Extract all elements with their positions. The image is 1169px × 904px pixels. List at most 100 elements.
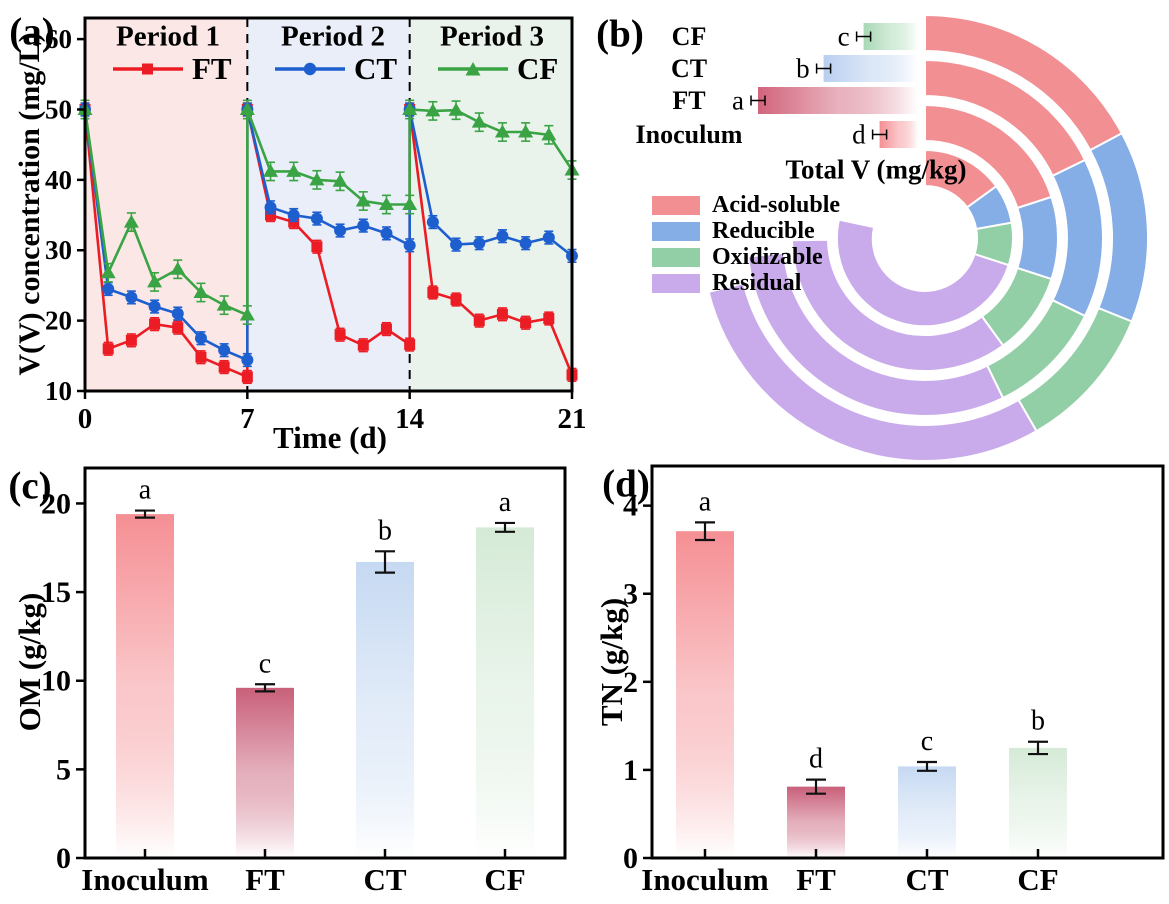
square-marker-icon — [404, 339, 416, 351]
period-1-label: Period 1 — [116, 20, 220, 53]
circle-marker-icon — [357, 219, 370, 232]
panel-d-y-axis-title: TN (g/kg) — [594, 597, 629, 727]
square-marker-icon — [427, 286, 439, 298]
ct-line-circle-marker-icon — [275, 62, 345, 76]
circle-marker-icon — [542, 231, 555, 244]
y-tick-label: 5 — [56, 753, 71, 786]
panel-c-letter: (c) — [8, 464, 52, 508]
x-tick-label: 14 — [395, 403, 424, 435]
total-v-bar-CF — [863, 23, 918, 50]
circle-marker-icon — [264, 201, 277, 214]
fraction-legend: Acid-soluble Reducible Oxidizable Residu… — [652, 192, 840, 296]
acid-soluble-swatch-icon — [652, 196, 700, 215]
square-marker-icon — [334, 329, 346, 341]
category-label-CF: CF — [484, 862, 525, 897]
panel-b-plot: cb a d — [707, 13, 1150, 462]
triangle-marker-icon — [402, 101, 418, 115]
triangle-marker-icon — [286, 163, 302, 177]
triangle-marker-icon — [355, 193, 371, 207]
y-tick-label: 1 — [623, 754, 638, 787]
y-tick-label: 0 — [623, 842, 638, 875]
b-row-label-ct: CT — [670, 54, 708, 83]
series-CF — [77, 99, 580, 325]
circle-marker-icon — [194, 332, 207, 345]
panel-a-y-axis-title: V(V) concentration (mg/L) — [13, 32, 46, 376]
significance-letter-CT: b — [378, 515, 392, 546]
bar-CT — [898, 766, 956, 858]
triangle-marker-icon — [332, 173, 348, 187]
significance-letter-Inoculum: a — [699, 486, 712, 517]
square-marker-icon — [520, 317, 532, 329]
square-marker-icon — [496, 308, 508, 320]
y-tick-label: 15 — [41, 576, 71, 609]
circle-marker-icon — [380, 227, 393, 240]
bar-FT — [787, 786, 845, 858]
legend-label-cf: CF — [517, 51, 559, 86]
bar-Inoculum — [676, 531, 734, 858]
b-row-label-cf: CF — [671, 22, 707, 51]
triangle-marker-icon — [263, 163, 279, 177]
triangle-marker-icon — [239, 307, 255, 321]
triangle-marker-icon — [471, 114, 487, 128]
significance-letter-FT: d — [809, 744, 823, 775]
square-marker-icon — [450, 294, 462, 306]
y-tick-label: 20 — [45, 306, 72, 336]
panel-a-x-axis-title: Time (d) — [273, 420, 387, 455]
circle-marker-icon — [403, 239, 416, 252]
y-tick-label: 0 — [56, 842, 71, 875]
circle-marker-icon — [334, 224, 347, 237]
square-marker-icon — [311, 241, 323, 253]
bar-CF — [476, 527, 534, 858]
panel-d-plot: a Inoculum d FT c CT b CF 0 1 2 3 4 — [623, 464, 1165, 897]
circle-marker-icon — [426, 216, 439, 229]
significance-letter-Inoculum: a — [139, 475, 152, 506]
circle-marker-icon — [450, 238, 463, 251]
cf-line-triangle-marker-icon — [438, 62, 508, 76]
category-label-Inoculum: Inoculum — [641, 862, 769, 897]
triangle-marker-icon — [494, 124, 510, 138]
significance-letter-CF: b — [1031, 706, 1045, 737]
circle-marker-icon — [287, 209, 300, 222]
square-marker-icon — [172, 322, 184, 334]
ring-FT-residual — [790, 238, 1005, 373]
y-tick-label: 30 — [45, 235, 72, 265]
significance-letter-CF: c — [838, 22, 850, 52]
category-label-Inoculum: Inoculum — [81, 862, 209, 897]
square-marker-icon — [125, 334, 137, 346]
circle-marker-icon — [241, 354, 254, 367]
legend-item-residual: Residual — [652, 270, 840, 296]
square-marker-icon — [195, 351, 207, 363]
circle-marker-icon — [171, 307, 184, 320]
panel-a-plot: 10 20 30 40 50 60 0 7 14 21 — [45, 16, 587, 435]
b-row-label-inoculum: Inoculum — [635, 120, 743, 149]
legend-label-oxidizable: Oxidizable — [712, 244, 823, 270]
triangle-marker-icon — [402, 197, 418, 210]
significance-letter-FT: a — [732, 86, 744, 116]
y-tick-label: 60 — [45, 24, 72, 54]
circle-marker-icon — [496, 230, 509, 243]
legend-item-acid-soluble: Acid-soluble — [652, 192, 840, 218]
legend-item-oxidizable: Oxidizable — [652, 244, 840, 270]
panel-c-y-axis-title: OM (g/kg) — [12, 592, 47, 732]
legend-label-residual: Residual — [712, 270, 802, 296]
category-label-CF: CF — [1017, 862, 1058, 897]
panel-c-frame — [83, 466, 567, 860]
panel-a-letter: (a) — [9, 10, 55, 54]
triangle-marker-icon — [518, 124, 534, 138]
ring-CT-residual — [746, 251, 1005, 417]
panel-d-frame — [650, 464, 1165, 860]
ring-FT-reducible — [1016, 195, 1059, 281]
circle-marker-icon — [218, 344, 231, 357]
period-band-3 — [409, 18, 572, 391]
panel-b-letter: (b) — [596, 12, 644, 56]
circle-marker-icon — [125, 291, 138, 304]
y-tick-label: 4 — [623, 490, 638, 523]
category-label-CT: CT — [363, 862, 406, 897]
series-CT — [79, 102, 578, 368]
significance-letter-FT: c — [259, 648, 271, 679]
ring-CT-reducible — [1051, 158, 1104, 318]
b-bar-axis-title: Total V (mg/kg) — [785, 154, 967, 185]
x-tick-label: 7 — [240, 403, 255, 435]
total-v-bar-FT — [758, 87, 918, 114]
circle-marker-icon — [310, 212, 323, 225]
